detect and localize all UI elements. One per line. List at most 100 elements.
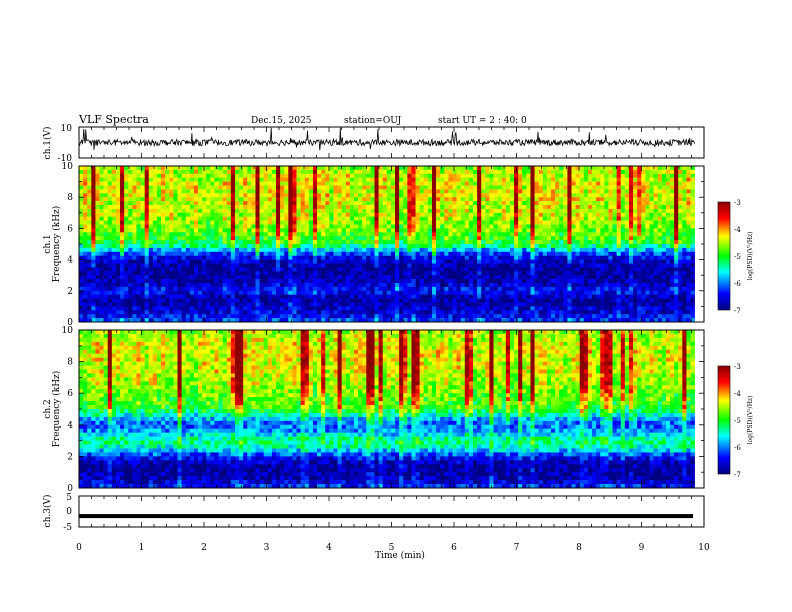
ch1-spec-cell	[304, 271, 310, 276]
ch1-spec-cell	[239, 177, 244, 182]
ch1-spec-cell	[489, 251, 494, 256]
ch1-spec-cell	[263, 208, 269, 214]
ch1-spec-cell	[144, 247, 150, 253]
ch1-spec-cell	[251, 177, 256, 182]
ch1-spec-cell	[370, 189, 375, 194]
ch1-spec-cell	[144, 259, 150, 264]
ch1-spec-cell	[308, 224, 314, 229]
ch1-spec-cell	[386, 286, 392, 292]
ch1-spec-cell	[616, 271, 622, 276]
ch1-spec-cell	[485, 251, 490, 256]
ch1-spec-cell	[604, 283, 609, 288]
ch1-spec-cell	[690, 177, 695, 182]
ch1-spec-cell	[522, 169, 527, 175]
ch1-spec-cell	[538, 201, 544, 206]
ch1-spec-cell	[518, 251, 523, 256]
ch1-spec-cell	[132, 251, 137, 256]
ch1-spec-cell	[341, 283, 347, 288]
ch1-spec-cell	[321, 240, 326, 245]
ch1-spec-cell	[550, 193, 556, 198]
ch1-spec-cell	[210, 173, 215, 178]
ch1-spec-cell	[284, 216, 289, 221]
ch1-spec-cell	[637, 286, 642, 292]
ch1-spec-cell	[567, 283, 572, 288]
ch1-spec-cell	[210, 290, 215, 295]
ch1-spec-cell	[292, 263, 297, 268]
ch1-spec-cell	[514, 177, 519, 182]
ch1-spec-cell	[111, 197, 117, 202]
ch1-spec-cell	[555, 189, 560, 194]
ch1-spec-cell	[271, 189, 277, 194]
ch1-spec-cell	[107, 205, 113, 210]
ch1-spec-cell	[120, 212, 125, 217]
ch1-spec-cell	[686, 240, 691, 245]
ch1-spec-cell	[255, 224, 260, 229]
ch1-spec-cell	[678, 236, 683, 241]
ch1-spec-cell	[637, 205, 642, 210]
ch1-spec-cell	[284, 259, 289, 264]
ch1-spec-cell	[468, 286, 474, 292]
ch1-spec-cell	[690, 220, 695, 225]
ch1-spec-cell	[267, 216, 273, 221]
ch1-spec-cell	[477, 232, 482, 237]
ch1-spec-cell	[690, 205, 695, 210]
ch1-spec-cell	[325, 166, 330, 171]
ch1-spec-cell	[115, 251, 121, 256]
ch1-spec-cell	[587, 290, 593, 295]
ch1-spec-cell	[542, 201, 548, 206]
ch1-spec-cell	[661, 240, 667, 245]
ch1-spec-cell	[99, 205, 104, 210]
ch1-spec-cell	[518, 216, 523, 221]
ch1-spec-cell	[497, 185, 503, 190]
ch1-spec-cell	[419, 166, 425, 171]
ch1-spec-cell	[436, 263, 441, 268]
ch1-spec-cell	[115, 236, 121, 241]
ch1-spec-cell	[587, 259, 593, 264]
ch1-spec-cell	[567, 181, 572, 186]
ch1-spec-cell	[427, 244, 433, 249]
ch1-spec-cell	[251, 275, 256, 280]
ch1-spec-cell	[185, 244, 191, 249]
ch1-spec-cell	[255, 185, 260, 190]
ch1-spec-cell	[358, 201, 363, 206]
ch1-spec-cell	[132, 189, 137, 194]
ch1-spec-cell	[505, 166, 511, 171]
ch1-spec-cell	[653, 185, 658, 190]
ch1-spec-cell	[156, 220, 162, 225]
ch1-spec-cell	[464, 220, 470, 225]
ch1-spec-cell	[226, 212, 232, 217]
ch1-spec-cell	[115, 166, 121, 171]
ch1-spec-cell	[399, 286, 404, 292]
ch1-spec-cell	[526, 220, 531, 225]
ch1-spec-cell	[353, 212, 359, 217]
ch1-spec-cell	[226, 290, 232, 295]
ch1-spec-cell	[345, 228, 351, 233]
ch1-spec-cell	[79, 177, 84, 182]
ch1-spec-cell	[411, 201, 416, 206]
ch1-spec-cell	[653, 232, 658, 237]
ch1-spec-cell	[255, 208, 260, 214]
ch1-spec-cell	[431, 244, 437, 249]
ch1-spec-cell	[382, 224, 388, 229]
ch1-spec-cell	[419, 236, 425, 241]
ch1-spec-cell	[390, 236, 396, 241]
ch1-spec-cell	[575, 216, 580, 221]
ch1-spec-cell	[317, 236, 322, 241]
ch1-spec-cell	[317, 166, 322, 171]
ch1-spec-cell	[489, 290, 494, 295]
ch1-spec-cell	[263, 290, 269, 295]
ch1-spec-cell	[366, 279, 371, 284]
ch1-spec-cell	[255, 173, 260, 178]
ch1-spec-cell	[431, 267, 437, 272]
ch1-spec-cell	[333, 232, 338, 237]
ch1-spec-cell	[624, 173, 630, 178]
ch1-spec-cell	[358, 169, 363, 175]
ch1-spec-cell	[436, 236, 441, 241]
ch1-spec-cell	[645, 232, 650, 237]
ch1-spec-cell	[362, 193, 367, 198]
ch1-spec-cell	[99, 259, 104, 264]
ch1-spec-cell	[329, 244, 334, 249]
ch1-spec-cell	[353, 185, 359, 190]
ch1-spec-cell	[226, 251, 232, 256]
ch1-spec-cell	[411, 166, 416, 171]
